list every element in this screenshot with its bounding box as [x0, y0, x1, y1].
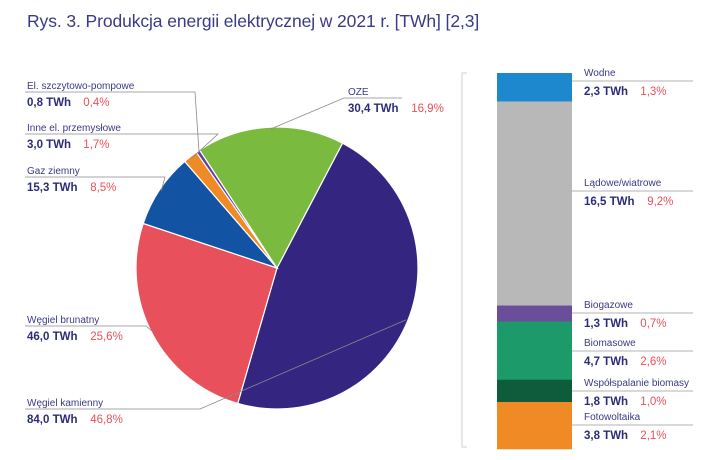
pie-label-pct-wegiel-brunatny: 25,6%: [90, 331, 123, 343]
bar-segment-biomasowe: [497, 321, 572, 381]
pie-label-value-oze: 30,4 TWh: [348, 103, 398, 115]
bar-label-value-wodne: 2,3 TWh: [584, 86, 628, 98]
leader-line-gaz-ziemny: [25, 176, 166, 191]
pie-label-name-gaz-ziemny: Gaz ziemny: [27, 166, 80, 177]
pie-label-pct-el-szczytowo-pompowe: 0,4%: [83, 97, 109, 109]
pie-label-value-inne-el-przemyslowe: 3,0 TWh: [27, 139, 71, 151]
bar-label-name-ladowe-wiatrowe: Lądowe/wiatrowe: [584, 178, 662, 189]
chart-title: Rys. 3. Produkcja energii elektrycznej w…: [27, 11, 480, 31]
pie-labels: Węgiel kamienny 84,0 TWh 46,8% Węgiel bruna…: [25, 81, 444, 426]
leader-line-oze: [270, 97, 402, 130]
pie-label-pct-oze: 16,9%: [411, 103, 444, 115]
pie-slice-oze: [198, 126, 344, 270]
bar-segment-biogazowe: [497, 305, 572, 322]
bar-label-pct-wspolspalanie-biomasy: 1,0%: [640, 396, 666, 408]
bar-label-value-ladowe-wiatrowe: 16,5 TWh: [584, 196, 634, 208]
bar-label-value-biomasowe: 4,7 TWh: [584, 356, 628, 368]
leader-line-el-szczytowo-pompowe: [25, 91, 200, 153]
bar-label-pct-biogazowe: 0,7%: [640, 318, 666, 330]
bar-segment-ladowe-wiatrowe: [497, 101, 572, 306]
bar-segment-fotowoltaika: [497, 402, 572, 450]
bar-label-name-wspolspalanie-biomasy: Współspalanie biomasy: [584, 378, 689, 389]
pie-label-value-gaz-ziemny: 15,3 TWh: [27, 182, 77, 194]
pie-slice-wegiel-brunatny: [135, 222, 278, 405]
bar-label-value-wspolspalanie-biomasy: 1,8 TWh: [584, 396, 628, 408]
bar-labels: Wodne 2,3 TWh 1,3% Lądowe/wiatrowe 16,5 TWh 9…: [572, 68, 693, 442]
pie-label-name-oze: OZE: [348, 87, 369, 98]
bar-label-name-fotowoltaika: Fotowoltaika: [584, 412, 641, 423]
bar-segment-wspolspalanie-biomasy: [497, 379, 572, 403]
pie-label-pct-wegiel-kamienny: 46,8%: [90, 414, 123, 426]
pie-label-pct-gaz-ziemny: 8,5%: [90, 182, 116, 194]
pie-label-value-el-szczytowo-pompowe: 0,8 TWh: [27, 97, 71, 109]
bar-label-value-biogazowe: 1,3 TWh: [584, 318, 628, 330]
bar-label-name-biomasowe: Biomasowe: [584, 338, 636, 349]
pie-label-name-wegiel-brunatny: Węgiel brunatny: [27, 315, 99, 326]
leader-line-wegiel-brunatny: [25, 325, 155, 333]
pie-label-name-inne-el-przemyslowe: Inne el. przemysłowe: [27, 123, 121, 134]
pie-slice-wegiel-kamienny: [236, 142, 419, 410]
pie-label-value-wegiel-kamienny: 84,0 TWh: [27, 414, 77, 426]
pie-label-name-wegiel-kamienny: Węgiel kamienny: [27, 398, 103, 409]
bar-label-pct-wodne: 1,3%: [640, 86, 666, 98]
bar-label-value-fotowoltaika: 3,8 TWh: [584, 430, 628, 442]
leader-line-wegiel-kamienny: [25, 319, 407, 410]
bar-label-name-wodne: Wodne: [584, 68, 616, 79]
pie-chart: [135, 126, 419, 410]
bar-segment-wodne: [497, 73, 572, 102]
bar-label-pct-biomasowe: 2,6%: [640, 356, 666, 368]
bar-label-pct-fotowoltaika: 2,1%: [640, 430, 666, 442]
pie-label-name-el-szczytowo-pompowe: El. szczytowo-pompowe: [27, 81, 135, 92]
stacked-bar: [461, 72, 572, 450]
bar-label-pct-ladowe-wiatrowe: 9,2%: [647, 196, 673, 208]
pie-label-pct-inne-el-przemyslowe: 1,7%: [83, 139, 109, 151]
leader-line-inne-el-przemyslowe: [25, 133, 220, 159]
oze-bracket: [461, 72, 467, 448]
pie-label-value-wegiel-brunatny: 46,0 TWh: [27, 331, 77, 343]
bar-label-name-biogazowe: Biogazowe: [584, 300, 633, 311]
